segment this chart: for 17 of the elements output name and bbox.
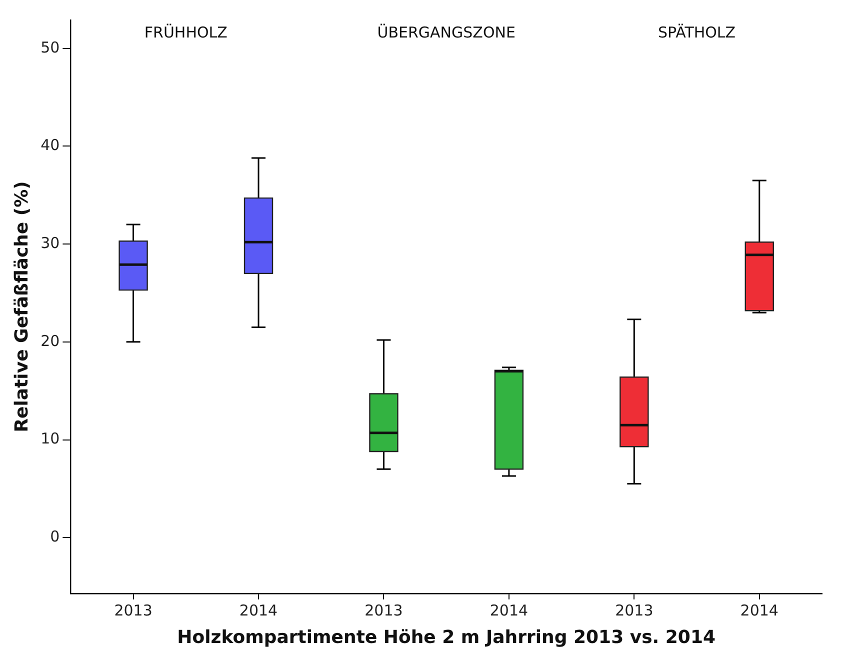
annotation: FRÜHHOLZ <box>144 23 228 42</box>
annotation: SPÄTHOLZ <box>658 23 736 42</box>
x-axis-title: Holzkompartimente Höhe 2 m Jahrring 2013 vs. 2014 <box>177 626 716 648</box>
x-tick-label: 2014 <box>490 601 528 620</box>
x-tick-label: 2014 <box>239 601 278 620</box>
y-tick-label: 0 <box>50 528 60 546</box>
y-tick-label: 10 <box>40 430 60 448</box>
y-tick-label: 40 <box>40 136 60 154</box>
x-tick-label: 2013 <box>615 601 654 620</box>
y-tick-label: 30 <box>40 234 60 252</box>
y-tick-label: 50 <box>40 38 60 56</box>
x-tick-label: 2013 <box>114 601 152 620</box>
y-tick-label: 20 <box>40 332 60 350</box>
x-tick-label: 2013 <box>364 601 403 620</box>
x-tick-label: 2014 <box>740 601 778 620</box>
y-axis-title: Relative Gefäßfläche (%) <box>11 181 32 432</box>
annotation: ÜBERGANGSZONE <box>377 23 516 42</box>
